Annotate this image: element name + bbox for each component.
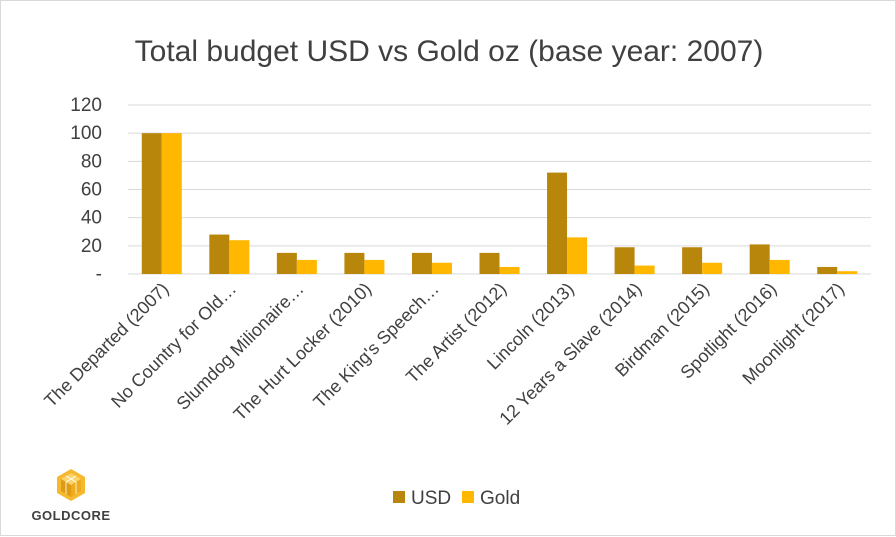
y-tick-label: 100 xyxy=(70,123,102,144)
x-tick-label: Slumdog Milionaire… xyxy=(173,279,308,414)
bar-usd xyxy=(411,252,432,274)
cube-icon xyxy=(57,469,85,501)
bars xyxy=(141,133,858,274)
bar-usd xyxy=(817,266,838,274)
y-tick-label: - xyxy=(96,264,102,285)
x-tick-label: No Country for Old… xyxy=(107,279,240,412)
legend-label-usd: USD xyxy=(411,488,451,509)
y-tick-label: 120 xyxy=(70,95,102,116)
bar-gold xyxy=(229,240,250,274)
goldcore-logo: GOLDCORE xyxy=(31,469,110,523)
bar-gold xyxy=(769,259,790,274)
bar-gold xyxy=(161,133,182,274)
legend-swatch-usd xyxy=(393,491,405,503)
legend-swatch-gold xyxy=(462,491,474,503)
bar-usd xyxy=(344,252,365,274)
x-tick-label: The King's Speech… xyxy=(309,279,442,412)
y-tick-label: 20 xyxy=(81,236,102,257)
legend-label-gold: Gold xyxy=(480,488,520,509)
y-axis-ticks: - 20 40 60 80 100 120 xyxy=(70,95,102,285)
bar-usd xyxy=(141,133,162,274)
bar-usd xyxy=(479,252,500,274)
bar-gold xyxy=(567,237,588,274)
bar-gold xyxy=(837,271,858,274)
logo-text: GOLDCORE xyxy=(31,508,110,523)
bar-usd xyxy=(209,234,230,274)
bar-gold xyxy=(431,262,452,274)
bar-usd xyxy=(682,247,703,274)
x-tick-label: The Departed (2007) xyxy=(40,279,172,411)
bar-gold xyxy=(702,262,723,274)
bar-usd xyxy=(276,252,297,274)
bar-usd xyxy=(614,247,635,274)
y-tick-label: 80 xyxy=(81,151,102,172)
grid-lines xyxy=(128,104,871,275)
bar-gold xyxy=(634,265,655,274)
bar-gold xyxy=(296,259,317,274)
legend: USD Gold xyxy=(393,488,520,509)
chart-title: Total budget USD vs Gold oz (base year: … xyxy=(135,35,764,68)
x-tick-label: The Hurt Locker (2010) xyxy=(230,279,376,425)
x-axis-ticks: The Departed (2007)No Country for Old…Sl… xyxy=(40,279,848,429)
bar-usd xyxy=(547,172,568,274)
bar-gold xyxy=(364,259,385,274)
bar-usd xyxy=(749,244,770,274)
bar-gold xyxy=(499,266,520,274)
y-tick-label: 60 xyxy=(81,180,102,201)
y-tick-label: 40 xyxy=(81,208,102,229)
